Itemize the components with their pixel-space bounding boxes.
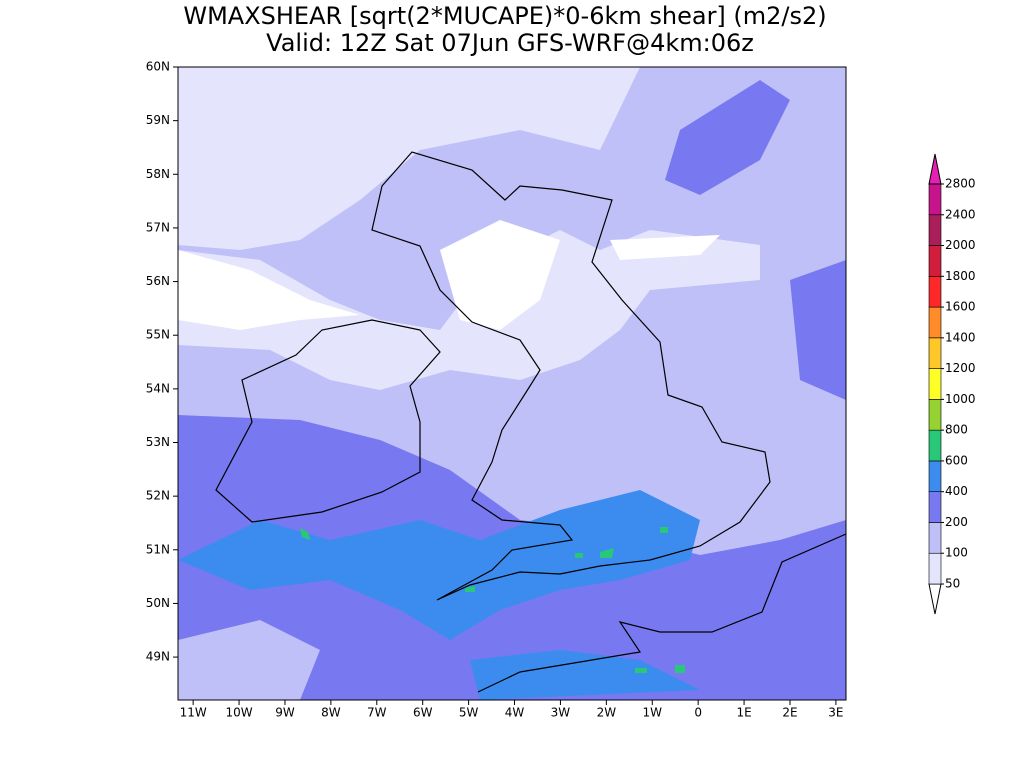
colorbar-box [928, 306, 942, 339]
lon-label: 6W [413, 706, 433, 720]
colorbar-label: 1800 [945, 269, 976, 283]
lat-label: 53N [146, 435, 170, 449]
lat-label: 55N [146, 328, 170, 342]
colorbar-box [928, 552, 942, 585]
lat-label: 50N [146, 596, 170, 610]
lon-label: 1W [643, 706, 663, 720]
map-subtitle: Valid: 12Z Sat 07Jun GFS-WRF@4km:06z [266, 29, 754, 57]
colorbar-box [928, 183, 942, 216]
colorbar-label: 2400 [945, 207, 976, 221]
map-frame [177, 66, 847, 701]
lat-label: 49N [146, 650, 170, 664]
lon-label: 10W [225, 706, 252, 720]
lon-label: 0 [694, 706, 702, 720]
lon-label: 4W [505, 706, 525, 720]
lon-label: 11W [180, 706, 207, 720]
colorbar-box [928, 399, 942, 431]
lat-label: 57N [146, 220, 170, 234]
colorbar-label: 600 [945, 453, 968, 467]
colorbar-box [928, 460, 942, 492]
colorbar-box [928, 491, 942, 523]
axes: 60N 59N 58N 57N 56N 55N 54N 53N 52N 51N 50N 49N 11W 1… [146, 60, 844, 720]
colorbar-label: 50 [945, 577, 960, 591]
colorbar-box [928, 214, 942, 246]
colorbar-under [928, 583, 942, 615]
colorbar-label: 1400 [945, 330, 976, 344]
colorbar-over [928, 153, 942, 185]
lon-label: 1E [736, 706, 751, 720]
lat-label: 54N [146, 381, 170, 395]
colorbar-label: 800 [945, 423, 968, 437]
colorbar-label: 2000 [945, 238, 976, 252]
colorbar-box [928, 429, 942, 462]
lon-label: 5W [459, 706, 479, 720]
colorbar-label: 100 [945, 546, 968, 560]
lat-label: 56N [146, 274, 170, 288]
colorbar-label: 200 [945, 515, 968, 529]
colorbar-label: 1000 [945, 392, 976, 406]
lat-label: 59N [146, 113, 170, 127]
colorbar-box [928, 522, 942, 554]
lat-label: 52N [146, 489, 170, 503]
lon-label: 3E [828, 706, 843, 720]
colorbar: 50 100 200 400 600 800 1000 1200 1400 1600 1800 200… [928, 153, 976, 615]
colorbar-label: 1600 [945, 300, 976, 314]
colorbar-label: 2800 [945, 177, 976, 191]
map-title: WMAXSHEAR [sqrt(2*MUCAPE)*0-6km shear] (… [183, 2, 826, 30]
lon-label: 2W [597, 706, 617, 720]
lon-label: 2E [782, 706, 797, 720]
lat-label: 58N [146, 167, 170, 181]
map-field [178, 67, 846, 700]
colorbar-box [928, 337, 942, 369]
lat-label: 51N [146, 542, 170, 556]
colorbar-label: 1200 [945, 361, 976, 375]
colorbar-box [928, 368, 942, 400]
lon-label: 7W [367, 706, 387, 720]
colorbar-label: 400 [945, 484, 968, 498]
lon-label: 9W [275, 706, 295, 720]
colorbar-box [928, 276, 942, 308]
lon-label: 8W [321, 706, 341, 720]
lon-label: 3W [551, 706, 571, 720]
lat-label: 60N [146, 60, 170, 74]
colorbar-box [928, 245, 942, 277]
